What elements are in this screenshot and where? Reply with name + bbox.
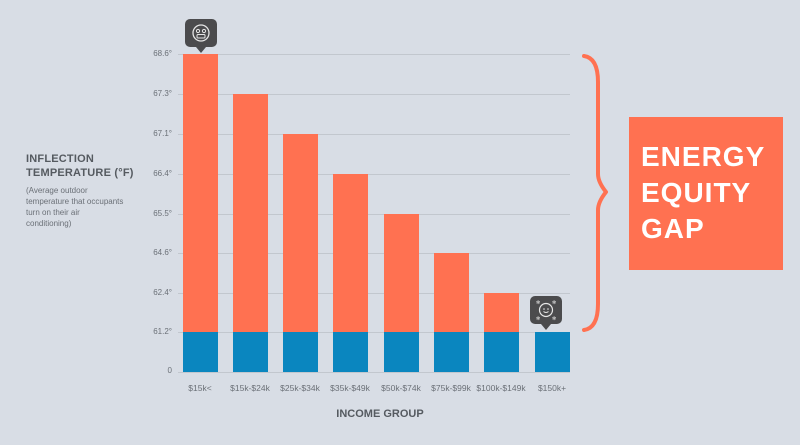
gridline (178, 54, 570, 55)
gap-line-3: GAP (641, 213, 705, 244)
bar-gap-15k-under (183, 54, 218, 332)
svg-text:✻: ✻ (536, 300, 540, 306)
bar-baseline-150k-plus (535, 332, 570, 372)
curly-brace (582, 54, 608, 332)
x-tick: $75k-$99k (431, 383, 471, 393)
gridline (178, 253, 570, 254)
gap-line-2: EQUITY (641, 177, 752, 208)
x-tick: $50k-$74k (381, 383, 421, 393)
x-tick: $15k< (188, 383, 212, 393)
y-tick: 67.1° (153, 129, 172, 138)
bar-gap-100k-149k (484, 293, 519, 332)
svg-text:✻: ✻ (536, 316, 540, 322)
bar-gap-75k-99k (434, 253, 469, 332)
y-tick: 65.5° (153, 209, 172, 218)
hot-face-icon (192, 24, 210, 42)
svg-text:✻: ✻ (552, 300, 556, 306)
bar-baseline-25k-34k (283, 332, 318, 372)
x-axis-title: INCOME GROUP (336, 408, 424, 420)
cool-face-icon: ✻ ✻ ✻ ✻ (536, 300, 556, 322)
bar-gap-15k-24k (233, 94, 268, 332)
gridline (178, 293, 570, 294)
y-tick: 64.6° (153, 248, 172, 257)
y-tick: 61.2° (153, 327, 172, 336)
bar-gap-50k-74k (384, 214, 419, 332)
gridline (178, 174, 570, 175)
bar-baseline-15k-24k (233, 332, 268, 372)
x-tick: $25k-$34k (280, 383, 320, 393)
gridline (178, 94, 570, 95)
y-axis-note: (Average outdoor temperature that occupa… (26, 186, 124, 228)
gap-line-1: ENERGY (641, 141, 766, 172)
y-tick: 0 (167, 366, 172, 375)
gridline (178, 372, 570, 373)
x-tick: $100k-$149k (476, 383, 526, 393)
y-tick: 62.4° (153, 288, 172, 297)
x-tick: $150k+ (537, 383, 567, 393)
y-tick: 67.3° (153, 89, 172, 98)
bar-gap-35k-49k (333, 174, 368, 332)
gridline (178, 134, 570, 135)
x-tick: $35k-$49k (330, 383, 370, 393)
svg-text:✻: ✻ (552, 316, 556, 322)
cool-face-bubble: ✻ ✻ ✻ ✻ (530, 296, 562, 330)
bar-baseline-75k-99k (434, 332, 469, 372)
y-tick: 66.4° (153, 169, 172, 178)
bar-baseline-35k-49k (333, 332, 368, 372)
gridline (178, 332, 570, 333)
hot-face-bubble (185, 19, 217, 53)
bar-baseline-100k-149k (484, 332, 519, 372)
gridline (178, 214, 570, 215)
bar-baseline-15k-under (183, 332, 218, 372)
bar-gap-25k-34k (283, 134, 318, 332)
y-axis-title: INFLECTION TEMPERATURE (°F) (26, 153, 134, 179)
bar-baseline-50k-74k (384, 332, 419, 372)
energy-equity-gap-callout: ENERGY EQUITY GAP (629, 117, 783, 270)
y-tick: 68.6° (153, 49, 172, 58)
x-tick: $15k-$24k (230, 383, 270, 393)
